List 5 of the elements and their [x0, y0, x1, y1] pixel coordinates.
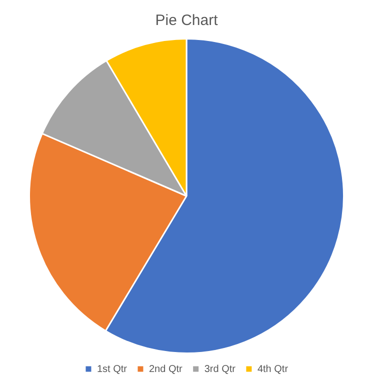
legend-label: 2nd Qtr: [148, 364, 184, 375]
legend-label: 4th Qtr: [257, 364, 289, 375]
legend-label: 3rd Qtr: [204, 364, 236, 375]
chart-title: Pie Chart: [155, 12, 219, 30]
legend-label: 1st Qtr: [96, 364, 128, 375]
